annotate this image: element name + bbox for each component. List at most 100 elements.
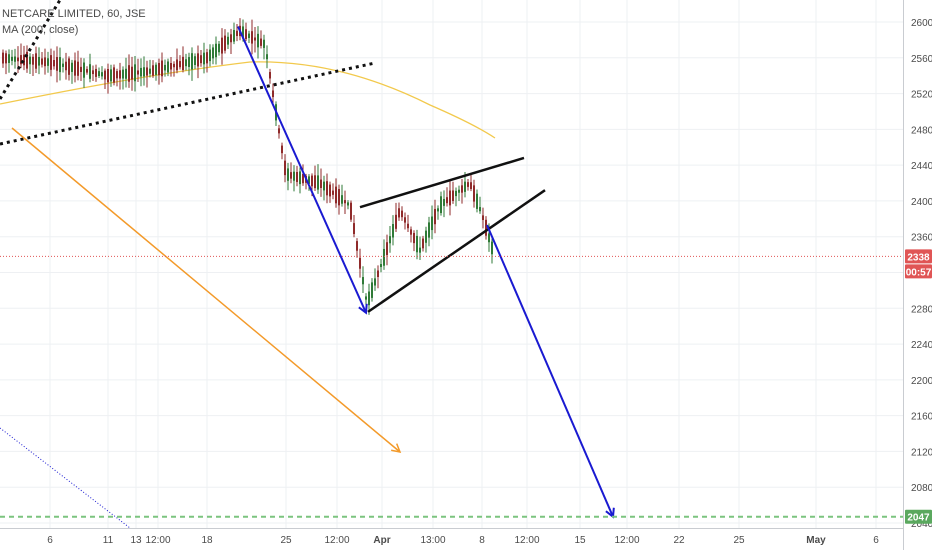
candle-body bbox=[200, 55, 202, 64]
candlestick-series bbox=[2, 18, 493, 315]
candle-body bbox=[425, 230, 427, 243]
price-axis[interactable]: 2600256025202480244024002360232022802240… bbox=[903, 0, 932, 550]
candle-body bbox=[194, 56, 196, 65]
candle-body bbox=[104, 70, 106, 80]
price-tick-label: 2160 bbox=[911, 412, 932, 423]
candle-body bbox=[287, 168, 289, 181]
candle-body bbox=[155, 64, 157, 75]
candle-body bbox=[359, 257, 361, 269]
time-tick-label: May bbox=[806, 535, 826, 546]
candle-body bbox=[410, 229, 412, 235]
candle-body bbox=[491, 241, 493, 255]
candle-body bbox=[5, 53, 7, 64]
candle-body bbox=[77, 61, 79, 76]
blue-arrow-projection bbox=[486, 224, 614, 518]
chart-legend: NETCARE LIMITED, 60, JSE MA (200, close) bbox=[2, 6, 146, 38]
candle-body bbox=[458, 189, 460, 193]
candle-body bbox=[323, 181, 325, 191]
candle-body bbox=[125, 68, 127, 79]
candle-body bbox=[131, 66, 133, 80]
candle-body bbox=[419, 247, 421, 253]
candle-body bbox=[386, 242, 388, 256]
candle-body bbox=[251, 31, 253, 44]
price-tick-label: 2400 bbox=[911, 197, 932, 208]
candle-body bbox=[377, 270, 379, 277]
candle-body bbox=[266, 54, 268, 60]
candle-body bbox=[197, 53, 199, 67]
candle-body bbox=[137, 70, 139, 75]
candle-body bbox=[272, 90, 274, 98]
candle-body bbox=[191, 53, 193, 70]
time-tick-label: 12:00 bbox=[324, 535, 349, 546]
candle-body bbox=[20, 55, 22, 65]
candle-body bbox=[443, 198, 445, 206]
candle-body bbox=[11, 56, 13, 61]
candle-body bbox=[101, 72, 103, 77]
blue-dotted-line bbox=[0, 427, 131, 529]
trend-drawings[interactable] bbox=[0, 0, 615, 529]
candle-body bbox=[485, 219, 487, 236]
wedge-upper-line bbox=[359, 156, 525, 209]
candle-body bbox=[440, 196, 442, 214]
candle-body bbox=[203, 52, 205, 65]
candle-body bbox=[50, 55, 52, 70]
candle-body bbox=[311, 175, 313, 187]
candle-body bbox=[233, 30, 235, 42]
candle-body bbox=[179, 61, 181, 68]
price-tick-label: 2520 bbox=[911, 90, 932, 101]
candle-body bbox=[62, 63, 64, 67]
candle-body bbox=[14, 56, 16, 62]
candle-body bbox=[269, 72, 271, 79]
candle-body bbox=[482, 215, 484, 221]
candle-body bbox=[326, 181, 328, 196]
candle-body bbox=[161, 60, 163, 77]
candle-body bbox=[149, 68, 151, 74]
moving-average-line bbox=[0, 61, 496, 139]
time-tick-label: 13 bbox=[130, 535, 142, 546]
candle-body bbox=[335, 186, 337, 204]
candle-body bbox=[428, 222, 430, 238]
time-tick-label: 11 bbox=[103, 535, 114, 546]
candle-body bbox=[350, 202, 352, 220]
candle-body bbox=[56, 57, 58, 71]
candle-body bbox=[119, 70, 121, 79]
price-tick-label: 2600 bbox=[911, 18, 932, 29]
candle-body bbox=[260, 38, 262, 46]
candle-body bbox=[176, 59, 178, 71]
candle-body bbox=[296, 172, 298, 182]
candle-body bbox=[431, 216, 433, 231]
candle-body bbox=[167, 61, 169, 73]
time-tick-label: 15 bbox=[574, 535, 586, 546]
candle-body bbox=[2, 52, 4, 64]
price-tick-label: 2440 bbox=[911, 161, 932, 172]
candle-body bbox=[44, 57, 46, 67]
candle-body bbox=[209, 49, 211, 62]
candle-body bbox=[95, 68, 97, 77]
candle-body bbox=[365, 296, 367, 300]
price-tick-label: 2080 bbox=[911, 483, 932, 494]
candle-body bbox=[473, 185, 475, 202]
candle-body bbox=[344, 200, 346, 204]
candle-body bbox=[362, 277, 364, 285]
last-price-tag: 2338 bbox=[907, 252, 930, 263]
candle-body bbox=[470, 182, 472, 190]
time-tick-label: 22 bbox=[673, 535, 685, 546]
candle-body bbox=[452, 190, 454, 201]
candle-body bbox=[380, 264, 382, 268]
candle-body bbox=[128, 65, 130, 82]
candle-body bbox=[68, 58, 70, 75]
candle-body bbox=[122, 69, 124, 79]
candle-body bbox=[236, 30, 238, 36]
time-axis[interactable]: 6 11 13 12:00 18 25 12:00 Apr 13:00 8 12:00 15 12:00… bbox=[0, 528, 903, 547]
candle-body bbox=[110, 69, 112, 82]
candle-body bbox=[398, 208, 400, 218]
candle-body bbox=[278, 128, 280, 134]
time-tick-label: 12:00 bbox=[614, 535, 639, 546]
time-tick-label: 6 bbox=[47, 535, 53, 546]
price-tick-label: 2200 bbox=[911, 376, 932, 387]
candle-body bbox=[356, 241, 358, 251]
candle-body bbox=[143, 67, 145, 77]
candle-body bbox=[461, 185, 463, 193]
candle-body bbox=[464, 181, 466, 192]
